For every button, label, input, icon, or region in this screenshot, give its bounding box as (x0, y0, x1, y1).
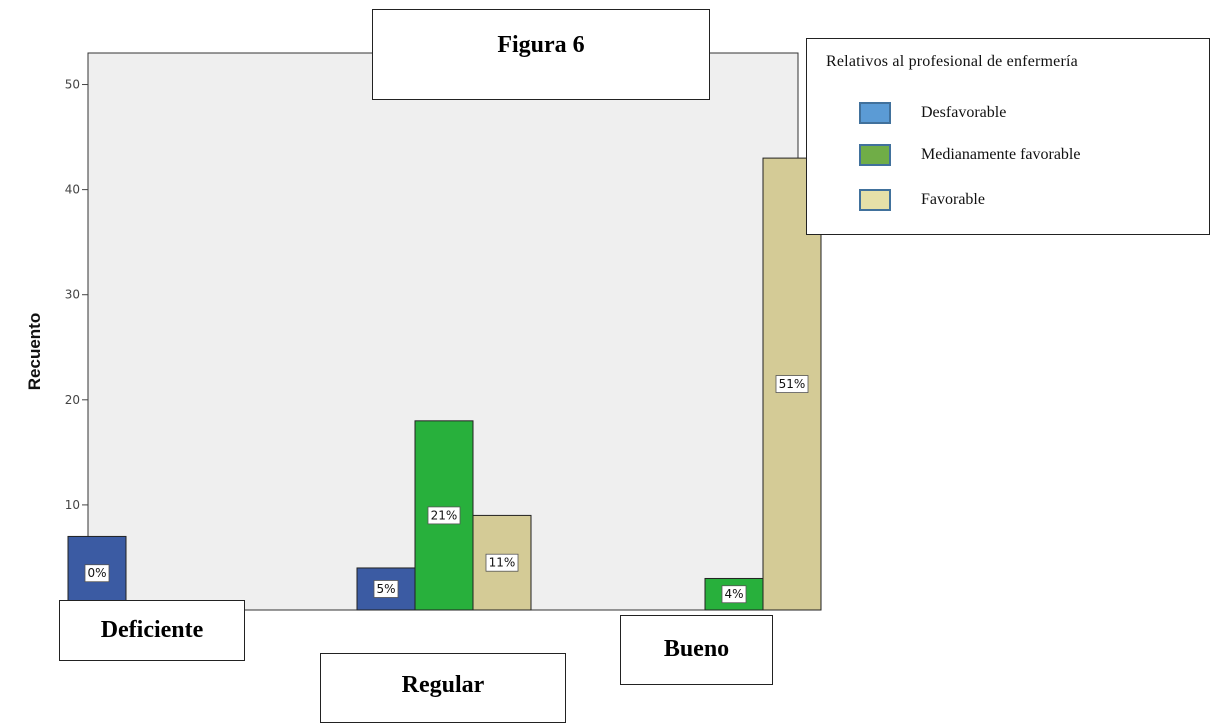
data-label-box (721, 585, 747, 604)
legend-item-desfavorable: Desfavorable (859, 100, 1006, 126)
y-tick-label: 50 (65, 78, 80, 92)
legend-item-medianamente-favorable: Medianamente favorable (859, 142, 1080, 168)
bar-chart: 10 20 30 40 50 0% 5% 21% 11% 4% 51% Recuento (25, 52, 822, 611)
data-label: 4% (724, 587, 743, 601)
legend-swatch-medianamente-favorable (859, 144, 891, 166)
data-label-box (485, 553, 519, 572)
legend-swatch-favorable (859, 189, 891, 211)
legend-label: Desfavorable (921, 104, 1007, 121)
bar (704, 577, 764, 611)
y-tick-label: 40 (65, 183, 80, 197)
data-label-box (775, 375, 809, 393)
y-tick-label: 20 (65, 393, 80, 407)
y-axis: 10 20 30 40 50 (65, 78, 88, 512)
legend-label: Medianamente favorable (921, 146, 1081, 163)
data-label: 5% (376, 582, 395, 596)
y-tick-label: 30 (65, 288, 80, 302)
y-axis-title: Recuento (25, 313, 44, 390)
legend-label: Favorable (921, 191, 985, 208)
legend-title: Relativos al profesional de enfermería (826, 53, 1078, 70)
data-label: 11% (489, 556, 516, 570)
category-label-deficiente: Deficiente (59, 600, 245, 661)
legend-swatch-desfavorable (859, 102, 891, 124)
data-label-box (427, 506, 461, 525)
category-label-regular: Regular (320, 653, 566, 723)
data-label: 0% (87, 566, 106, 580)
data-label-box (373, 580, 399, 598)
legend: Relativos al profesional de enfermería D… (806, 38, 1210, 235)
figure-title: Figura 6 (372, 9, 710, 100)
data-label: 21% (431, 508, 458, 522)
y-tick-label: 10 (65, 498, 80, 512)
legend-item-favorable: Favorable (859, 187, 985, 213)
category-label-bueno: Bueno (620, 615, 773, 685)
data-label-box (84, 564, 110, 583)
data-label: 51% (779, 377, 806, 391)
